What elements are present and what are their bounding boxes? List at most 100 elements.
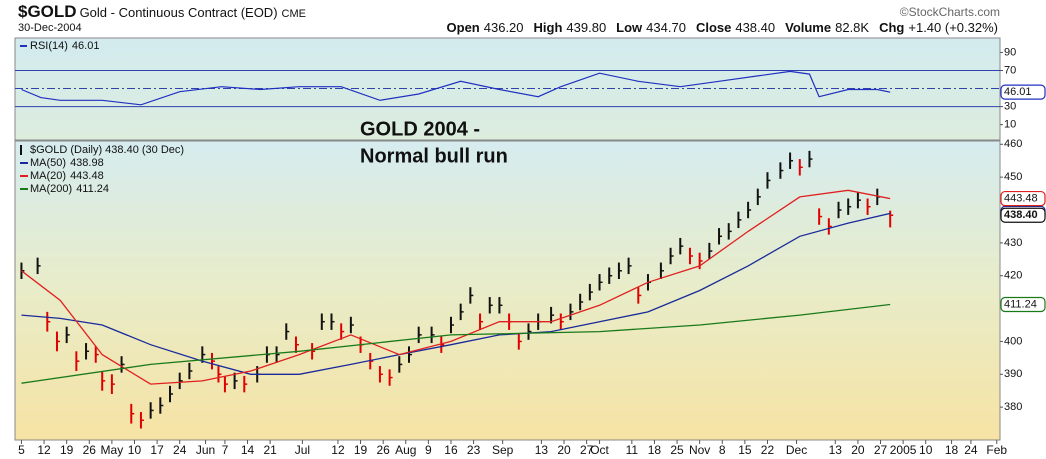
y-tick-label: 420 (1004, 270, 1022, 282)
header: $GOLD Gold - Continuous Contract (EOD) CME… (0, 0, 1046, 36)
legend-label: MA(200) 411.24 (30, 183, 109, 195)
x-tick-label: 19 (354, 443, 368, 457)
legend-name: MA(50) (30, 157, 66, 169)
value-tag-label: 443.48 (1004, 192, 1038, 204)
x-tick-label: 20 (557, 443, 571, 457)
x-tick-label: 8 (719, 443, 726, 457)
value-tag (1000, 190, 1046, 207)
annotation: GOLD 2004 - (360, 118, 480, 140)
stat-value: 438.40 (735, 20, 776, 35)
legend-value: 411.24 (76, 183, 109, 195)
annotation: Normal bull run (360, 145, 508, 167)
rsi-line (21, 70, 891, 106)
x-tick-label: 9 (425, 443, 432, 457)
date: 30-Dec-2004 (18, 22, 82, 34)
legend-name: MA(20) (30, 170, 66, 182)
stat-value: 434.70 (646, 20, 686, 35)
x-tick-label: 24 (964, 443, 978, 457)
value-tag (1000, 207, 1046, 223)
x-tick-label: 13 (535, 443, 549, 457)
x-tick-label: 5 (18, 443, 25, 457)
x-tick-label: 18 (648, 443, 662, 457)
x-tick-label: Aug (395, 443, 416, 457)
x-tick-label: 12 (37, 443, 51, 457)
x-tick-label: 10 (128, 443, 142, 457)
x-tick-label: 16 (444, 443, 458, 457)
x-tick-label: 24 (173, 443, 187, 457)
stat-value: 436.20 (483, 20, 524, 35)
x-tick-label: 14 (241, 443, 255, 457)
x-tick-label: 19 (60, 443, 74, 457)
moving-average (21, 189, 891, 385)
legend-name: MA(200) (30, 183, 72, 195)
x-tick-label: Oct (590, 443, 609, 457)
x-tick-label: 17 (150, 443, 164, 457)
value-tag-label: 46.01 (1004, 86, 1032, 98)
x-tick-label: Feb (986, 443, 1007, 457)
x-tick-label: 23 (467, 443, 481, 457)
legend-label: MA(20) 443.48 (30, 170, 104, 182)
y-tick-label: 380 (1004, 401, 1022, 413)
x-tick-label: Jun (196, 443, 215, 457)
x-tick-label: 15 (738, 443, 752, 457)
legend-name: RSI(14) (30, 40, 68, 52)
x-tick-label: 10 (919, 443, 933, 457)
legend-value: 46.01 (72, 40, 100, 52)
value-tag (1000, 84, 1046, 100)
x-tick-label: 26 (83, 443, 97, 457)
x-tick-label: 27 (580, 443, 594, 457)
legend-label: $GOLD (Daily) 438.40 (30 Dec) (30, 144, 184, 156)
legend-value: 438.98 (70, 157, 104, 169)
x-tick-label: 12 (331, 443, 345, 457)
value-tag-label: 411.24 (1004, 298, 1037, 310)
x-tick-label: 11 (626, 443, 639, 457)
y-tick-label: 400 (1004, 335, 1022, 347)
x-tick-label: 26 (376, 443, 390, 457)
x-tick-label: 25 (670, 443, 684, 457)
stat-label: High (533, 20, 563, 35)
stat-label: Open (446, 20, 480, 35)
moving-average (21, 303, 891, 384)
stat-label: Volume (785, 20, 832, 35)
x-tick-label: 2005 (890, 443, 917, 457)
x-tick-label: 20 (851, 443, 865, 457)
x-tick-label: 22 (761, 443, 775, 457)
x-tick-label: 13 (829, 443, 843, 457)
legend-label: RSI(14) 46.01 (30, 40, 99, 52)
y-tick-label: 430 (1004, 237, 1022, 249)
y-tick-label: 460 (1004, 138, 1022, 150)
stat-value: 82.8K (835, 20, 870, 35)
x-tick-label: 18 (945, 443, 959, 457)
y-tick-label: 70 (1004, 64, 1016, 76)
source: ©StockCharts.com (899, 5, 1000, 19)
stat-label: Chg (879, 20, 905, 35)
x-tick-label: Sep (492, 443, 514, 457)
stats: Open 436.20 High 439.80 Low 434.70 Close 438.40… (441, 20, 998, 35)
y-tick-label: 30 (1004, 101, 1016, 113)
stat-value: 439.80 (566, 20, 607, 35)
x-tick-label: Dec (786, 443, 807, 457)
plot-layer: 10 30 70 90 RSI(14) 46.01 46.01 380 390 400 420 430… (15, 40, 1046, 457)
symbol: $GOLD (18, 2, 77, 21)
exchange: CME (281, 8, 306, 20)
x-tick-label: Nov (689, 443, 710, 457)
y-tick-label: 90 (1004, 46, 1016, 58)
x-tick-label: 7 (222, 443, 229, 457)
x-tick-label: Jul (295, 443, 310, 457)
legend-value: 443.48 (70, 170, 104, 182)
x-tick-label: 21 (263, 443, 277, 457)
price-panel (14, 140, 1001, 441)
y-tick-label: 450 (1004, 171, 1022, 183)
stat-value: +1.40 (+0.32%) (908, 20, 998, 35)
value-tag (1000, 296, 1046, 313)
legend-label: MA(50) 438.98 (30, 157, 104, 169)
x-tick-label: 27 (874, 443, 888, 457)
y-tick-label: 10 (1004, 119, 1016, 131)
value-tag-label: 438.40 (1004, 209, 1038, 221)
x-tick-label: May (101, 443, 124, 457)
moving-average (21, 212, 891, 375)
instrument-name: Gold - Continuous Contract (EOD) (79, 5, 278, 20)
stat-label: Close (695, 20, 732, 35)
